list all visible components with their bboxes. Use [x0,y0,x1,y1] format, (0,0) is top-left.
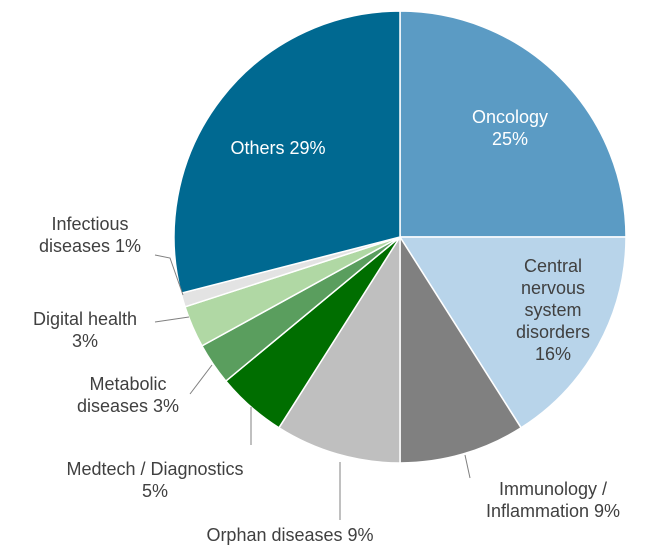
leader-line [154,316,190,323]
pie-slice [173,10,401,295]
slice-label: Infectious diseases 1% [25,213,155,257]
value-label: 1% [115,236,142,256]
slice-label: Metabolic diseases 3% [63,373,193,417]
pie-slice [399,10,627,238]
leader-line [464,454,471,479]
leader-lines [154,254,471,520]
pie-slice [398,236,627,429]
slice-label: Medtech / Diagnostics 5% [25,458,285,502]
value-label: 9% [347,525,374,545]
category-label: Oncology [471,107,549,127]
value-label: 16% [534,344,572,364]
slice-label: Others 29% [178,137,378,159]
slice-label: Oncology 25% [445,106,575,150]
pie-slice [399,234,523,464]
slice-label: Immunology / Inflammation 9% [468,478,638,522]
value-label: 25% [491,129,529,149]
slices [173,10,627,464]
category-label: Metabolic diseases [76,374,167,416]
leader-line [154,254,184,296]
value-label: 9% [594,501,621,521]
slice-label: Central nervous system disorders 16% [503,255,603,365]
pie-slice [277,234,401,464]
category-label: Others [230,138,285,158]
category-label: Digital health [32,309,138,329]
slice-label: Orphan diseases 9% [140,524,440,546]
category-label: Immunology / Inflammation [485,479,608,521]
leader-line [189,364,213,395]
value-label: 5% [141,481,168,501]
category-label: Medtech / Diagnostics [66,459,244,479]
value-label: 29% [289,138,326,158]
value-label: 3% [71,331,98,351]
category-label: Central nervous system disorders [515,256,591,342]
category-label: Orphan diseases [206,525,343,545]
category-label: Infectious diseases [38,214,129,256]
value-label: 3% [153,396,180,416]
slice-label: Digital health 3% [0,308,170,352]
